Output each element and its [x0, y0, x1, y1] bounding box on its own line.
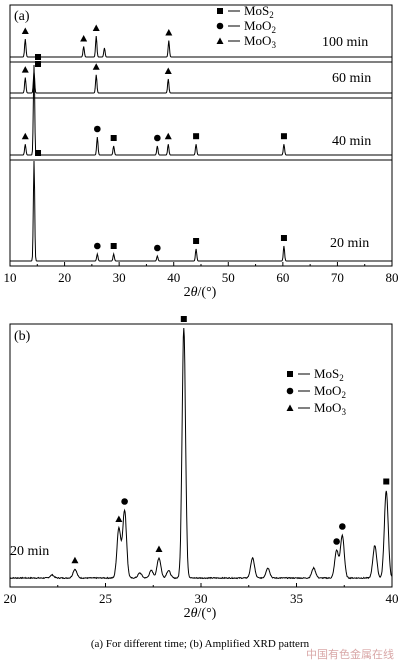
panel-a-label: (a) [14, 9, 30, 24]
panel-a-series-label: 40 min [332, 134, 371, 149]
panel-b-x-tick-label: 35 [290, 591, 303, 606]
panel-a-x-tick-label: 20 [58, 270, 71, 285]
panel-a-legend-marker-triangle [216, 37, 224, 44]
panel-a-x-tick-label: 70 [331, 270, 344, 285]
panel-b-peak-marker-circle [333, 538, 340, 545]
panel-a-legend-label: MoS2 [244, 3, 274, 20]
panel-a-series-line [10, 71, 392, 94]
panel-a-peak-marker-triangle [164, 67, 172, 74]
panel-b-legend-label: MoO2 [314, 383, 346, 400]
panel-a-x-tick-label: 40 [167, 270, 180, 285]
figure-caption: (a) For different time; (b) Amplified XR… [90, 638, 310, 650]
panel-a-x-tick-label: 30 [113, 270, 126, 285]
panel-a-peak-marker-square [35, 61, 42, 67]
panel-a-x-tick-label: 60 [276, 270, 289, 285]
panel-b-legend-marker-circle [286, 387, 294, 395]
panel-a-peak-marker-triangle [164, 132, 172, 140]
panel-a-series-label: 60 min [332, 71, 371, 86]
panel-a-peak-marker-triangle [92, 24, 100, 31]
panel-a-peak-marker-square [110, 135, 117, 141]
panel-b-peak-marker-triangle [155, 545, 163, 552]
panel-b-peak-marker-square [383, 478, 390, 485]
panel-a-peak-marker-circle [154, 244, 161, 252]
panel-a-legend-label: MoO2 [244, 18, 276, 35]
panel-a-peak-marker-circle [94, 242, 101, 250]
panel-b-peak-marker-square [180, 316, 187, 322]
watermark: 中国有色金属在线 [306, 648, 394, 661]
panel-a-peak-marker-square [193, 133, 200, 140]
panel-a-x-tick-label: 80 [386, 270, 399, 285]
panel-a-peak-marker-circle [94, 125, 101, 133]
panel-b-series-line [9, 327, 393, 580]
panel-b-legend-label: MoS2 [314, 366, 344, 383]
panel-a-series-line [10, 35, 392, 58]
panel-a-peak-marker-square [193, 238, 200, 244]
panel-a-peak-marker-triangle [21, 66, 29, 73]
panel-a-legend-label: MoO3 [244, 33, 276, 50]
panel-b-peak-marker-triangle [71, 556, 79, 564]
panel-b-frame [9, 323, 393, 588]
panel-a-peak-marker-circle [154, 134, 161, 142]
panel-a-series-line [10, 64, 392, 156]
panel-b-peak-marker-circle [339, 523, 346, 530]
panel-a-x-axis-label: 2θ/(°) [184, 285, 217, 300]
panel-b-x-tick-label: 20 [4, 591, 17, 606]
panel-a-series-line [10, 160, 392, 262]
panel-a-peak-marker-triangle [92, 63, 100, 70]
panel-a-peak-marker-square [35, 54, 42, 60]
panel-a-x-tick-label: 50 [222, 270, 235, 285]
panel-a-legend-marker-circle [216, 22, 224, 30]
panel-a-peak-marker-triangle [165, 29, 173, 36]
panel-a-series-label: 20 min [330, 236, 369, 251]
panel-b-x-tick-label: 25 [99, 591, 112, 606]
panel-a-x-tick-label: 10 [4, 270, 17, 285]
panel-a-peak-marker-square [110, 243, 117, 249]
panel-b-x-axis-label: 2θ/(°) [184, 606, 217, 621]
panel-b-legend-marker-triangle [286, 404, 294, 411]
panel-b-legend-marker-square [287, 371, 293, 377]
panel-b-x-tick-label: 40 [386, 591, 399, 606]
panel-a-peak-marker-triangle [21, 132, 29, 140]
panel-b-label: (b) [14, 329, 31, 344]
panel-b-series-label: 20 min [10, 544, 49, 559]
panel-a-peak-marker-square [35, 150, 42, 156]
panel-a-series-label: 100 min [322, 35, 368, 50]
panel-b-peak-marker-circle [121, 498, 128, 505]
panel-a-peak-marker-square [280, 133, 287, 140]
panel-b-x-tick-label: 30 [195, 591, 208, 606]
panel-a-legend-marker-square [217, 8, 223, 14]
panel-a-peak-marker-triangle [80, 35, 88, 42]
panel-a-peak-marker-square [280, 235, 287, 241]
panel-b-peak-marker-triangle [115, 515, 123, 522]
panel-b-legend-label: MoO3 [314, 400, 346, 417]
panel-a-peak-marker-triangle [21, 27, 29, 34]
